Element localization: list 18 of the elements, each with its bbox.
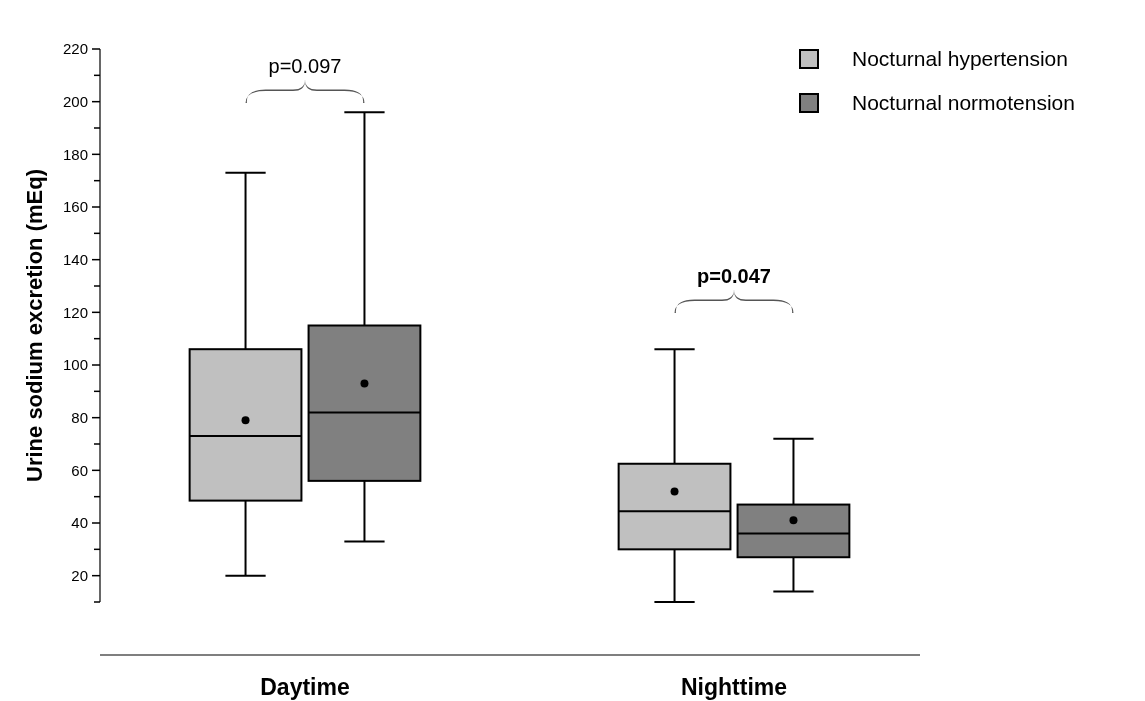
y-tick-label: 120 (62, 303, 88, 321)
legend-label: Nocturnal hypertension (852, 47, 1068, 71)
y-tick-label: 40 (71, 514, 88, 532)
y-tick-label: 20 (71, 566, 88, 584)
y-tick-label: 80 (71, 408, 88, 426)
y-tick-label: 200 (62, 92, 88, 110)
y-tick-label: 60 (71, 461, 88, 479)
y-tick-label: 160 (62, 198, 88, 216)
y-tick-label: 220 (62, 40, 88, 58)
y-tick-label: 140 (62, 250, 88, 268)
y-axis-title: Urine sodium excretion (mEq) (22, 169, 47, 482)
x-tick-label: Daytime (260, 674, 350, 700)
annotation: p=0.047 (697, 265, 771, 287)
annotation: p=0.097 (268, 55, 342, 77)
legend-label: Nocturnal normotension (852, 91, 1075, 115)
y-tick-label: 100 (62, 356, 88, 374)
x-tick-label: Nighttime (680, 674, 788, 700)
y-tick-label: 180 (62, 145, 88, 163)
